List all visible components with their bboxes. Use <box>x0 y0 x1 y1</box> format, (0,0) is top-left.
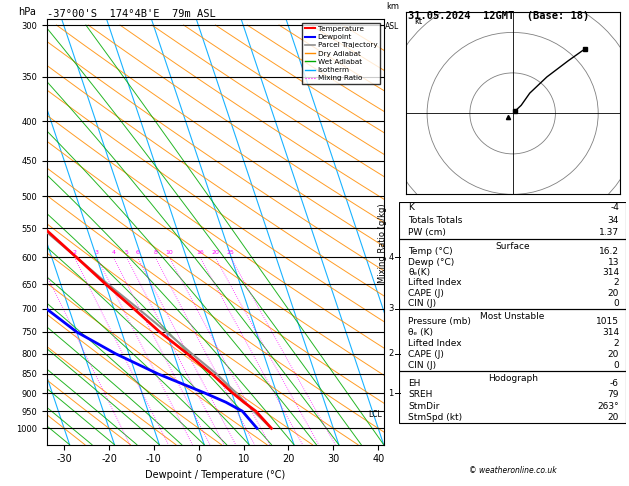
Text: 0: 0 <box>613 361 619 370</box>
Text: 1: 1 <box>388 388 393 398</box>
Text: kt: kt <box>415 17 423 26</box>
Text: 25: 25 <box>226 250 235 255</box>
Text: Surface: Surface <box>495 242 530 251</box>
Bar <box>399 370 626 423</box>
Text: Temp (°C): Temp (°C) <box>408 247 453 256</box>
Text: Pressure (mb): Pressure (mb) <box>408 317 471 327</box>
Text: 2: 2 <box>613 339 619 348</box>
Text: 5: 5 <box>125 250 128 255</box>
Text: θₑ (K): θₑ (K) <box>408 328 433 337</box>
Text: LCL: LCL <box>369 410 382 419</box>
Text: K: K <box>408 203 415 212</box>
Text: 2: 2 <box>72 250 76 255</box>
Text: EH: EH <box>408 379 421 388</box>
Text: 20: 20 <box>608 413 619 422</box>
Text: -6: -6 <box>610 379 619 388</box>
Text: 314: 314 <box>602 268 619 277</box>
Text: Lifted Index: Lifted Index <box>408 278 462 287</box>
Text: Mixing Ratio (g/kg): Mixing Ratio (g/kg) <box>378 203 387 283</box>
Text: Most Unstable: Most Unstable <box>481 312 545 321</box>
Bar <box>399 309 626 370</box>
Text: 8: 8 <box>153 250 157 255</box>
Text: -4: -4 <box>610 203 619 212</box>
Text: 0: 0 <box>613 299 619 308</box>
Text: StmDir: StmDir <box>408 401 440 411</box>
Text: 20: 20 <box>608 289 619 298</box>
Text: 4: 4 <box>111 250 115 255</box>
Text: 34: 34 <box>608 216 619 225</box>
Text: 6: 6 <box>136 250 140 255</box>
Text: CAPE (J): CAPE (J) <box>408 350 444 359</box>
Text: Dewp (°C): Dewp (°C) <box>408 258 455 266</box>
Text: km: km <box>386 2 399 11</box>
Text: CIN (J): CIN (J) <box>408 361 437 370</box>
Text: CIN (J): CIN (J) <box>408 299 437 308</box>
Text: 2: 2 <box>388 349 393 358</box>
Text: 31.05.2024  12GMT  (Base: 18): 31.05.2024 12GMT (Base: 18) <box>408 11 589 21</box>
Legend: Temperature, Dewpoint, Parcel Trajectory, Dry Adiabat, Wet Adiabat, Isotherm, Mi: Temperature, Dewpoint, Parcel Trajectory… <box>302 23 380 84</box>
Text: 314: 314 <box>602 328 619 337</box>
X-axis label: Dewpoint / Temperature (°C): Dewpoint / Temperature (°C) <box>145 470 286 480</box>
Text: Lifted Index: Lifted Index <box>408 339 462 348</box>
Text: 79: 79 <box>608 390 619 399</box>
Text: 3: 3 <box>388 304 394 313</box>
Text: 4: 4 <box>388 253 393 262</box>
Text: 2: 2 <box>613 278 619 287</box>
Text: StmSpd (kt): StmSpd (kt) <box>408 413 462 422</box>
Text: 20: 20 <box>608 350 619 359</box>
Text: hPa: hPa <box>19 7 36 17</box>
Text: θₑ(K): θₑ(K) <box>408 268 431 277</box>
Text: 3: 3 <box>95 250 99 255</box>
Text: Hodograph: Hodograph <box>487 374 538 383</box>
Text: Totals Totals: Totals Totals <box>408 216 463 225</box>
Text: 1.37: 1.37 <box>599 228 619 237</box>
Text: 20: 20 <box>211 250 219 255</box>
Bar <box>399 239 626 309</box>
Text: 16: 16 <box>196 250 204 255</box>
Text: -37°00'S  174°4B'E  79m ASL: -37°00'S 174°4B'E 79m ASL <box>47 9 216 18</box>
Text: ASL: ASL <box>385 21 399 31</box>
Bar <box>399 202 626 239</box>
Text: 13: 13 <box>608 258 619 266</box>
Text: PW (cm): PW (cm) <box>408 228 447 237</box>
Text: 16.2: 16.2 <box>599 247 619 256</box>
Text: CAPE (J): CAPE (J) <box>408 289 444 298</box>
Text: 10: 10 <box>165 250 173 255</box>
Text: © weatheronline.co.uk: © weatheronline.co.uk <box>469 466 557 475</box>
Text: 263°: 263° <box>598 401 619 411</box>
Text: 1015: 1015 <box>596 317 619 327</box>
Text: SREH: SREH <box>408 390 433 399</box>
